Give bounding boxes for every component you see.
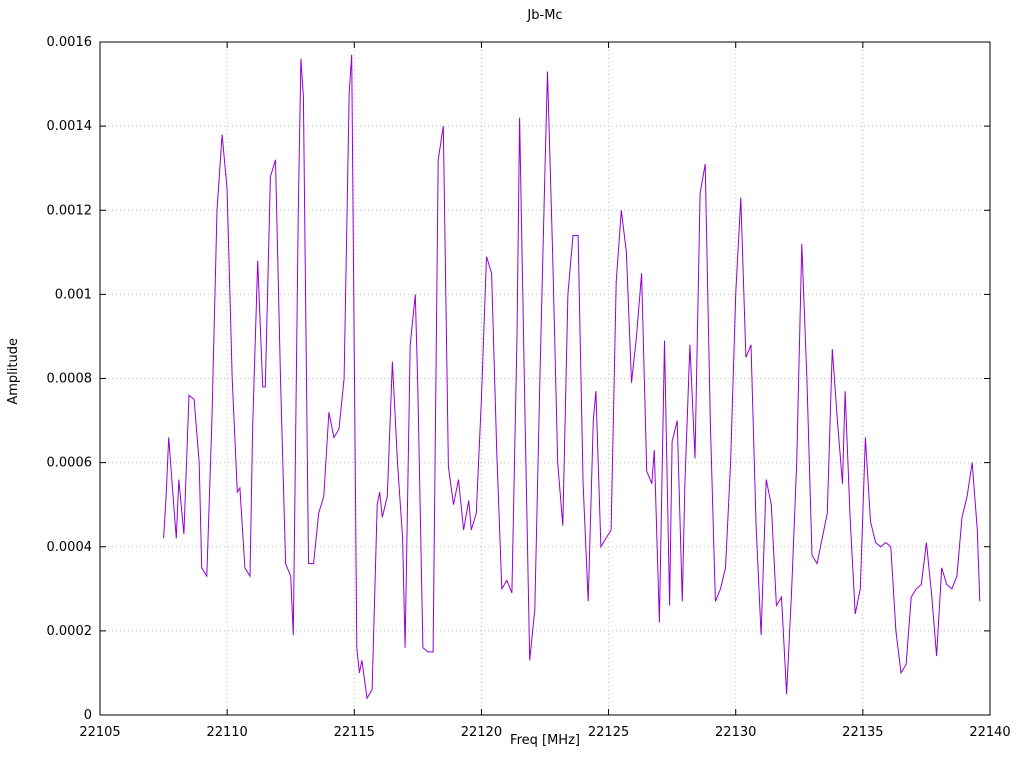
x-tick-label: 22120	[461, 725, 502, 740]
x-tick-label: 22110	[206, 725, 247, 740]
y-axis-label: Amplitude	[6, 338, 21, 405]
x-tick-label: 22105	[79, 725, 120, 740]
tick-marks	[99, 41, 991, 716]
chart-title: Jb-Mc	[527, 8, 563, 23]
x-tick-label: 22130	[715, 725, 756, 740]
y-tick-label: 0.0006	[47, 456, 93, 471]
y-tick-label: 0.0012	[47, 203, 93, 218]
y-tick-label: 0	[84, 708, 92, 723]
x-tick-label: 22135	[842, 725, 883, 740]
x-tick-label: 22115	[334, 725, 375, 740]
series-line	[163, 54, 981, 700]
y-tick-label: 0.0004	[47, 540, 93, 555]
x-tick-label: 22140	[969, 725, 1010, 740]
gridlines	[99, 41, 991, 716]
x-axis-label: Freq [MHz]	[510, 733, 580, 748]
y-tick-label: 0.0002	[47, 624, 93, 639]
tick-labels: 22105 22110 22115 22120 22125 22130 22135 22140…	[47, 35, 1011, 740]
y-tick-label: 0.0016	[47, 35, 93, 50]
y-tick-label: 0.001	[55, 287, 92, 302]
y-tick-label: 0.0008	[47, 372, 93, 387]
y-tick-label: 0.0014	[47, 119, 93, 134]
x-tick-label: 22125	[588, 725, 629, 740]
